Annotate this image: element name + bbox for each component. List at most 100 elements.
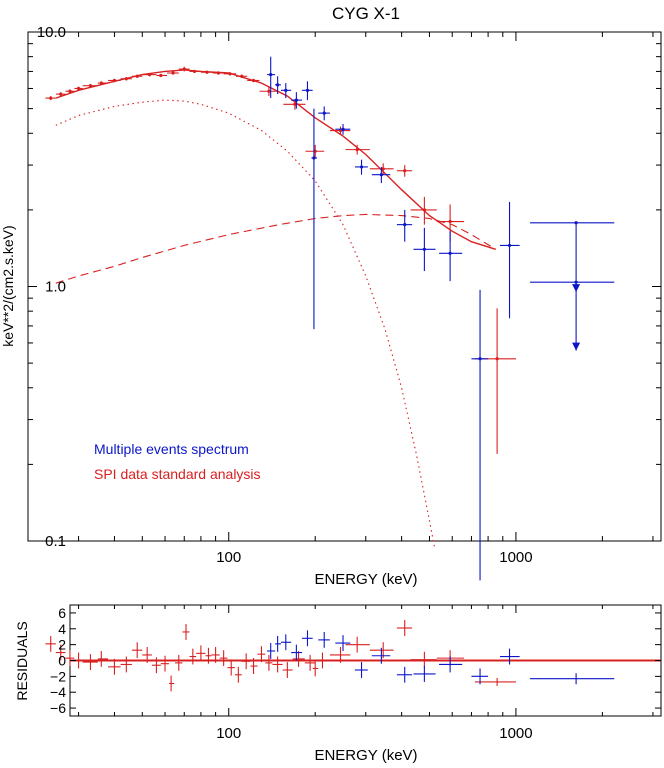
residual-point bbox=[182, 624, 190, 640]
data-marker bbox=[293, 102, 297, 106]
residual-point bbox=[234, 666, 242, 683]
residual-point bbox=[318, 652, 328, 669]
data-point bbox=[65, 89, 75, 94]
data-marker bbox=[422, 247, 426, 251]
residual-point bbox=[345, 636, 370, 653]
data-marker bbox=[112, 78, 117, 83]
residual-point bbox=[175, 654, 183, 671]
residual-point bbox=[82, 654, 98, 671]
data-marker bbox=[267, 89, 271, 93]
residual-point bbox=[474, 677, 516, 686]
data-point bbox=[167, 71, 179, 75]
data-point bbox=[275, 76, 281, 95]
residual-point bbox=[499, 648, 520, 665]
data-point bbox=[120, 77, 132, 81]
residual-point bbox=[413, 666, 436, 682]
residual-point bbox=[354, 662, 368, 678]
resid-y-tick-label: −4 bbox=[50, 684, 66, 700]
y-tick-label: 1.0 bbox=[45, 279, 66, 296]
data-marker bbox=[507, 243, 512, 248]
residual-point bbox=[189, 648, 197, 665]
data-marker bbox=[403, 223, 407, 227]
data-point bbox=[396, 209, 413, 242]
residual-point bbox=[282, 662, 293, 678]
residual-point bbox=[120, 656, 132, 673]
residual-point bbox=[169, 675, 175, 692]
data-marker bbox=[251, 78, 256, 83]
data-point bbox=[236, 74, 248, 78]
data-point bbox=[280, 83, 292, 99]
data-marker bbox=[312, 156, 316, 160]
data-marker bbox=[205, 70, 209, 74]
data-marker bbox=[88, 84, 93, 88]
data-point bbox=[329, 126, 351, 135]
residual-point bbox=[108, 658, 121, 675]
upper-limit-arrow-icon bbox=[572, 342, 581, 351]
data-marker bbox=[379, 173, 383, 177]
data-marker bbox=[495, 357, 499, 361]
residual-point bbox=[292, 650, 305, 667]
data-point bbox=[291, 92, 303, 109]
residual-point bbox=[97, 650, 109, 667]
data-point bbox=[471, 289, 489, 581]
residual-point bbox=[302, 630, 313, 647]
data-marker bbox=[448, 219, 452, 224]
data-marker bbox=[448, 251, 452, 255]
data-point bbox=[247, 78, 260, 83]
residual-point bbox=[55, 644, 66, 661]
data-point bbox=[82, 83, 98, 88]
main-y-axis-label: keV**2/(cm2.s.keV) bbox=[0, 225, 16, 346]
data-point bbox=[396, 165, 413, 177]
y-tick-label: 0.1 bbox=[45, 533, 66, 550]
data-marker bbox=[422, 208, 426, 212]
residual-point bbox=[275, 635, 281, 652]
data-marker bbox=[49, 96, 53, 100]
data-point bbox=[283, 99, 306, 110]
data-point bbox=[410, 196, 437, 225]
resid-y-tick-label: 2 bbox=[58, 637, 66, 653]
data-marker bbox=[171, 71, 175, 75]
data-point bbox=[530, 280, 615, 351]
data-point bbox=[354, 159, 368, 175]
data-point bbox=[345, 144, 370, 155]
data-marker bbox=[359, 165, 364, 169]
data-point bbox=[530, 221, 615, 283]
residual-point bbox=[312, 660, 319, 677]
main-spectrum-plot: CYG X-1 100 1000 0.1 1.0 10.0 ENERGY (keV) k… bbox=[0, 4, 662, 588]
data-point bbox=[499, 201, 520, 319]
data-marker bbox=[294, 98, 298, 102]
resid-y-tick-label: −2 bbox=[50, 668, 66, 684]
resid-x-tick-label: 100 bbox=[216, 725, 241, 742]
residual-point bbox=[142, 647, 152, 663]
residual-point bbox=[410, 651, 437, 668]
residuals-y-axis-label: RESIDUALS bbox=[14, 621, 30, 700]
data-marker bbox=[182, 67, 186, 71]
data-marker bbox=[135, 74, 139, 78]
data-marker bbox=[159, 73, 163, 78]
residual-point bbox=[257, 646, 266, 663]
residual-point bbox=[250, 658, 258, 674]
data-marker bbox=[147, 73, 152, 77]
residual-point bbox=[211, 647, 220, 663]
residual-point bbox=[304, 654, 316, 671]
residual-point bbox=[65, 650, 75, 667]
data-point bbox=[97, 81, 109, 85]
residuals-x-axis-label: ENERGY (keV) bbox=[314, 747, 417, 764]
residual-point bbox=[205, 647, 212, 664]
residual-point bbox=[267, 643, 276, 659]
data-point bbox=[413, 227, 436, 272]
data-marker bbox=[124, 77, 128, 81]
data-marker bbox=[228, 72, 232, 76]
data-marker bbox=[403, 169, 407, 173]
residual-point bbox=[45, 635, 56, 652]
residual-point bbox=[291, 644, 303, 661]
data-point bbox=[305, 144, 325, 158]
data-marker bbox=[355, 148, 359, 152]
data-marker bbox=[269, 73, 273, 77]
data-marker bbox=[574, 221, 578, 225]
data-marker bbox=[216, 71, 220, 75]
model-curve-comptonization bbox=[55, 99, 435, 547]
data-point bbox=[108, 78, 121, 83]
